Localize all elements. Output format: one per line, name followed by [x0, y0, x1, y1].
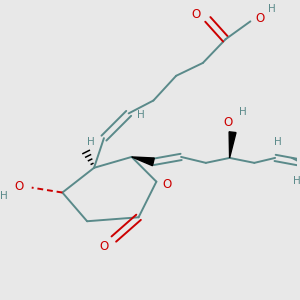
Text: H: H [293, 176, 300, 186]
Text: O: O [163, 178, 172, 191]
Text: H: H [137, 110, 144, 120]
Text: O: O [99, 241, 109, 254]
Text: O: O [223, 116, 232, 129]
Text: H: H [238, 107, 246, 117]
Text: H: H [268, 4, 276, 14]
Polygon shape [229, 132, 236, 158]
Text: H: H [274, 137, 282, 147]
Text: O: O [14, 180, 23, 193]
Text: O: O [191, 8, 201, 21]
Text: H: H [87, 137, 95, 147]
Text: H: H [0, 190, 8, 200]
Text: O: O [256, 12, 265, 25]
Polygon shape [132, 157, 154, 166]
